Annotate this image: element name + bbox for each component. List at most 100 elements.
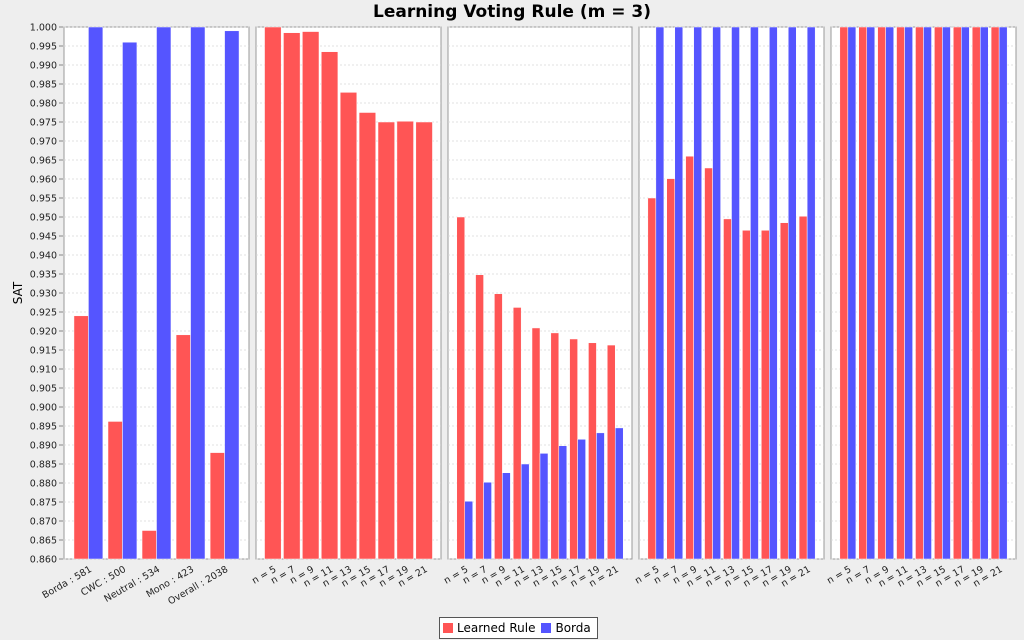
bar — [655, 26, 665, 560]
bar — [512, 307, 522, 560]
bar — [712, 26, 721, 560]
bar — [141, 530, 157, 560]
bar — [190, 26, 206, 560]
bar — [415, 121, 433, 560]
bar — [209, 452, 225, 560]
y-tick-label: 0.975 — [30, 118, 57, 129]
y-tick-label: 0.880 — [30, 479, 57, 490]
bar — [396, 120, 414, 560]
y-tick-label: 0.865 — [30, 536, 57, 547]
y-tick-label: 0.945 — [30, 232, 57, 243]
y-tick-label: 0.895 — [30, 422, 57, 433]
bar — [475, 274, 484, 560]
bar — [88, 26, 104, 560]
bar — [915, 26, 924, 560]
bar — [896, 26, 905, 560]
bar — [494, 293, 503, 560]
y-tick-label: 0.910 — [30, 365, 57, 376]
bar — [979, 26, 989, 560]
bar — [769, 26, 778, 560]
bar — [806, 26, 816, 560]
bar — [904, 26, 913, 560]
bar — [156, 26, 172, 560]
legend-swatch — [443, 623, 453, 633]
bar — [685, 155, 694, 560]
bar — [377, 121, 395, 560]
bar — [666, 178, 676, 560]
bar — [923, 26, 932, 560]
bar — [847, 26, 857, 560]
bar — [464, 500, 474, 560]
y-tick-label: 0.980 — [30, 99, 57, 110]
y-tick-label: 0.905 — [30, 384, 57, 395]
bar — [321, 51, 339, 560]
bar — [885, 26, 894, 560]
bar — [934, 26, 943, 560]
legend-label: Learned Rule — [457, 621, 536, 635]
y-tick-label: 0.940 — [30, 251, 57, 262]
bar — [693, 26, 702, 560]
chart-title: Learning Voting Rule (m = 3) — [372, 2, 652, 22]
y-tick-label: 0.955 — [30, 194, 57, 205]
bar — [798, 215, 808, 560]
bar — [647, 197, 657, 560]
bar — [539, 453, 549, 560]
x-tick-label: Overall : 2038 — [166, 564, 230, 607]
bar — [73, 315, 89, 560]
bar — [483, 481, 492, 560]
y-tick-label: 0.950 — [30, 213, 57, 224]
bar — [723, 218, 732, 560]
bar — [998, 26, 1008, 560]
bar — [502, 472, 511, 560]
legend-item: Learned Rule — [443, 621, 535, 635]
bar — [839, 26, 849, 560]
bar — [779, 222, 789, 560]
bar — [858, 26, 868, 560]
y-tick-label: 0.890 — [30, 441, 57, 452]
legend-label: Borda — [555, 621, 591, 635]
bar — [569, 338, 578, 560]
bar — [550, 332, 560, 560]
y-tick-label: 0.875 — [30, 498, 57, 509]
bar — [961, 26, 970, 560]
bar — [614, 427, 624, 560]
bar — [531, 327, 541, 560]
y-tick-label: 0.900 — [30, 403, 57, 414]
y-tick-label: 0.960 — [30, 175, 57, 186]
y-tick-label: 0.930 — [30, 289, 57, 300]
bar — [704, 167, 713, 560]
bar — [761, 230, 770, 560]
y-tick-label: 0.925 — [30, 308, 57, 319]
bar — [224, 30, 240, 560]
y-tick-label: 0.965 — [30, 156, 57, 167]
y-tick-label: 0.920 — [30, 327, 57, 338]
y-tick-label: 0.885 — [30, 460, 57, 471]
bar — [674, 26, 684, 560]
legend-swatch — [541, 623, 552, 633]
bar — [866, 26, 876, 560]
y-tick-label: 0.935 — [30, 270, 57, 281]
y-tick-label: 0.990 — [30, 61, 57, 72]
bar — [175, 334, 191, 560]
y-tick-label: 0.860 — [30, 555, 57, 566]
bar — [787, 26, 797, 560]
bar — [107, 421, 123, 560]
bar — [742, 230, 751, 560]
bar — [358, 112, 376, 560]
y-tick-label: 1.000 — [30, 23, 57, 34]
y-tick-label: 0.995 — [30, 42, 57, 53]
y-tick-label: 0.915 — [30, 346, 57, 357]
bar — [283, 32, 301, 560]
bar — [302, 31, 320, 560]
bar — [577, 439, 586, 560]
bar — [339, 92, 358, 560]
bar — [731, 26, 740, 560]
legend: Learned Rule Borda — [439, 617, 598, 639]
bar — [122, 41, 138, 560]
bar — [558, 445, 568, 560]
y-tick-label: 0.985 — [30, 80, 57, 91]
bar — [942, 26, 951, 560]
legend-item: Borda — [541, 621, 591, 635]
bar — [953, 26, 962, 560]
bar — [596, 432, 605, 560]
